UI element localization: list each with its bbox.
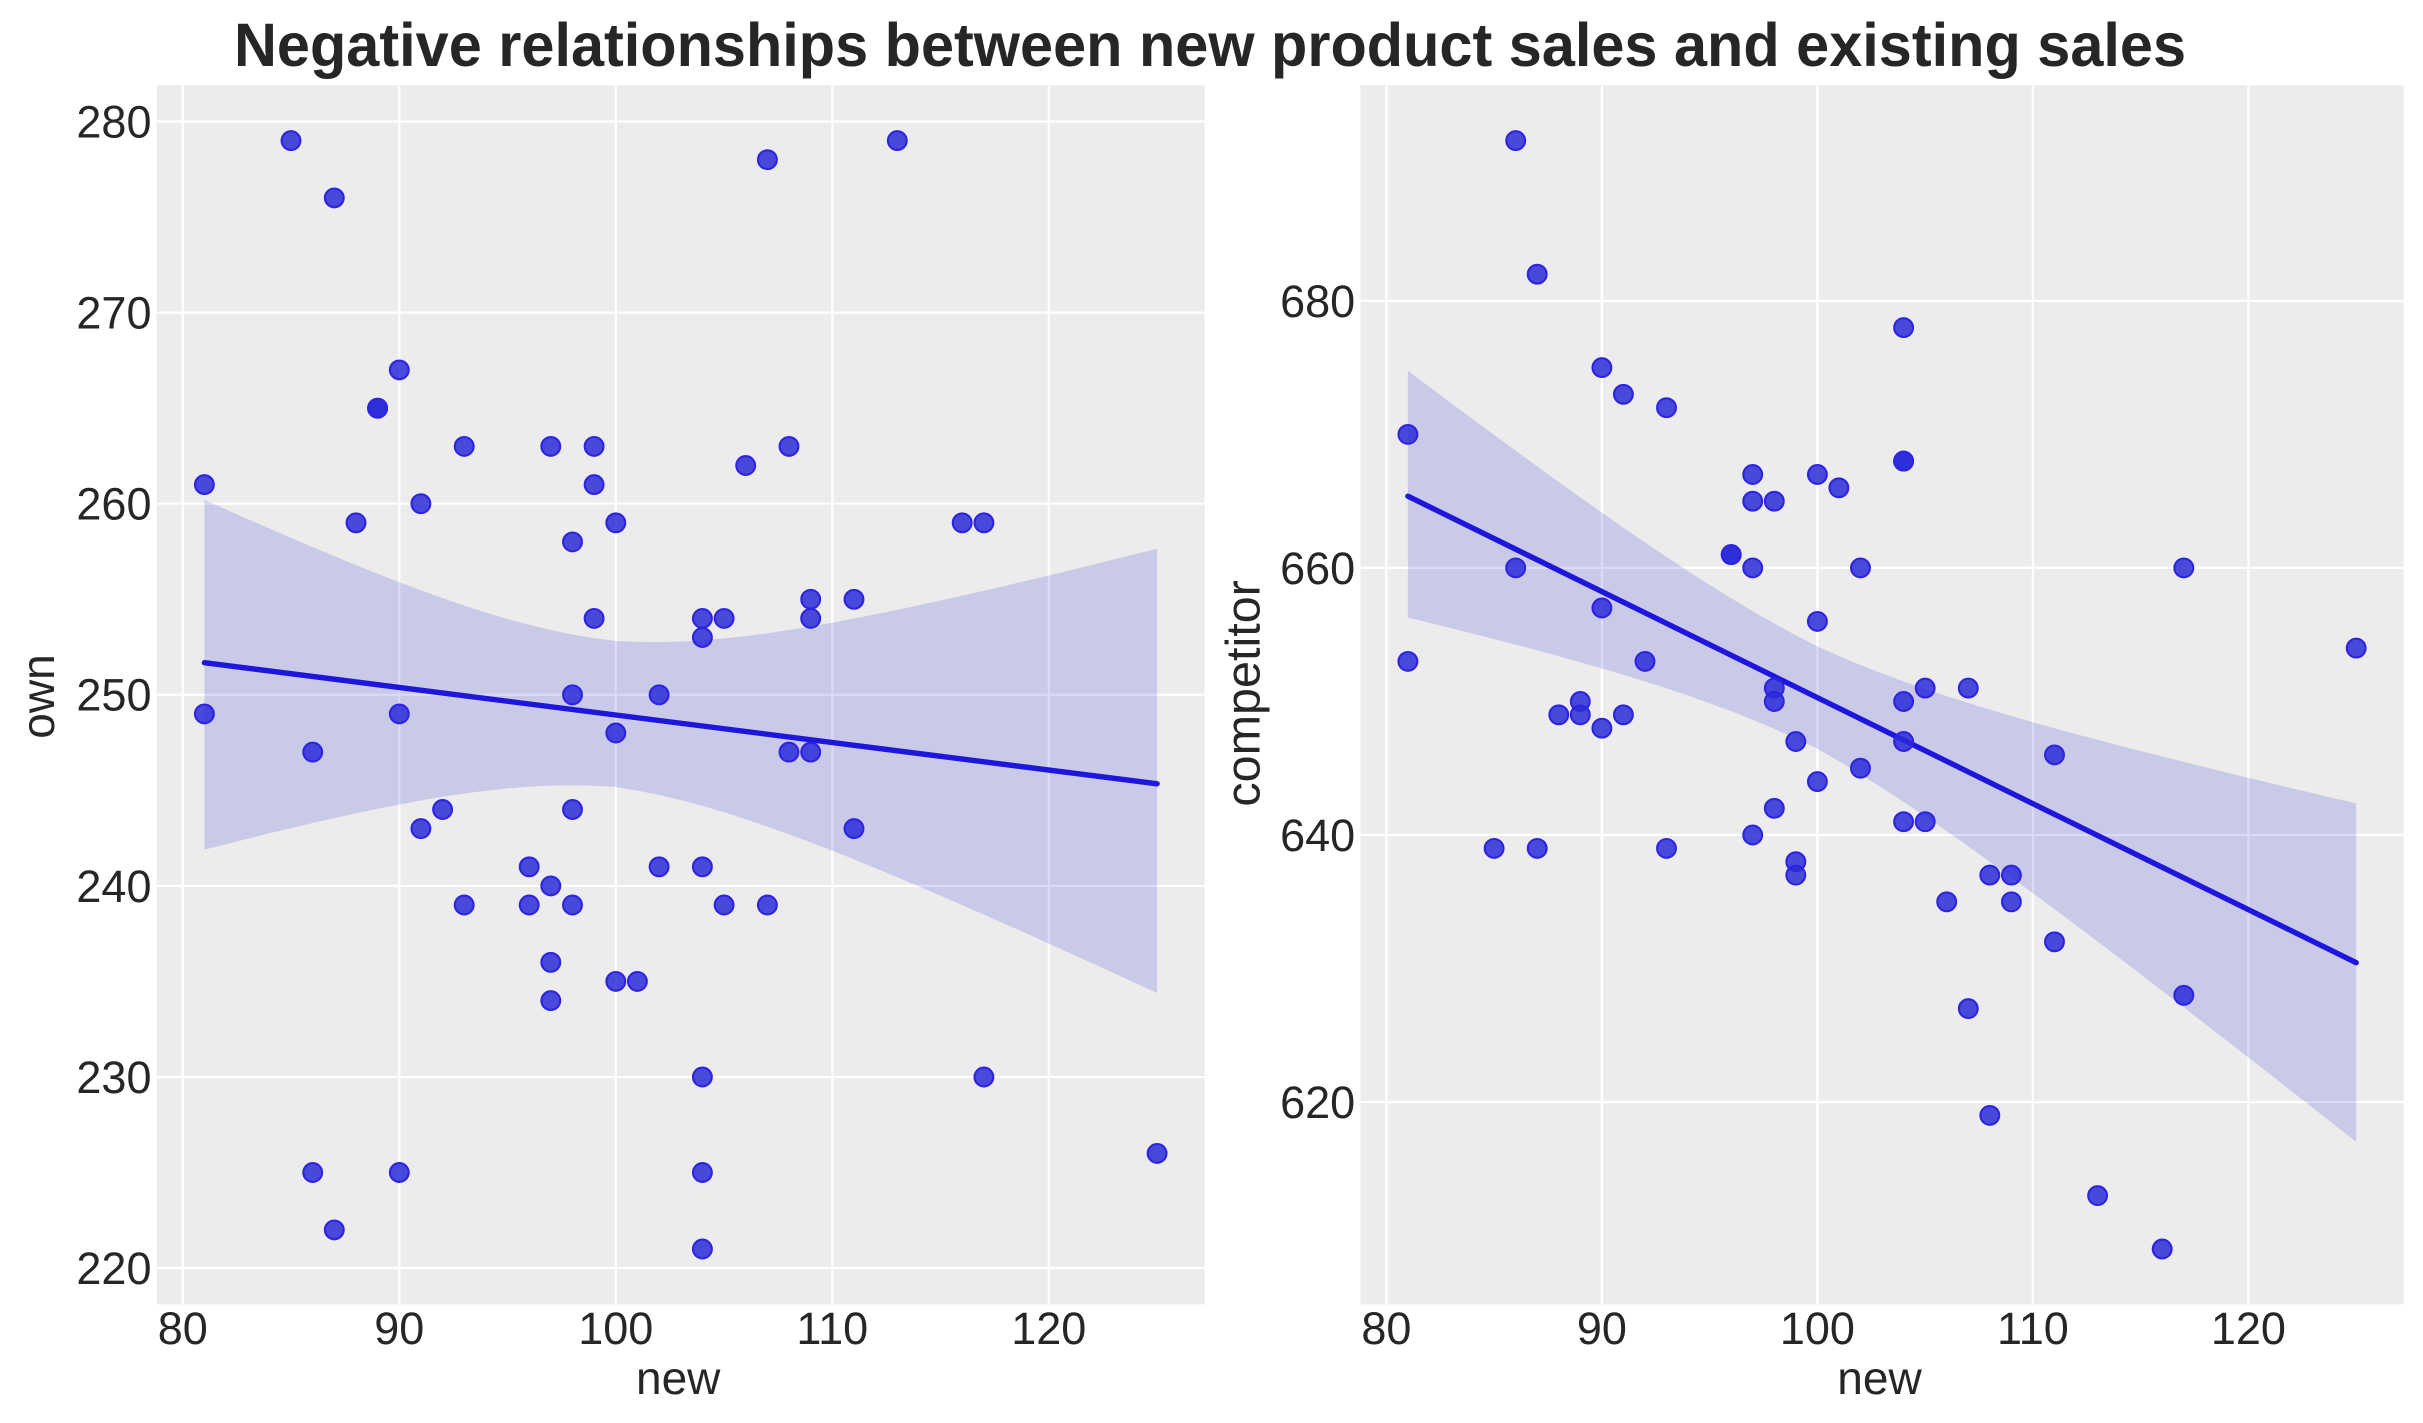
svg-text:280: 280 <box>76 96 151 147</box>
svg-text:120: 120 <box>1011 1303 1086 1354</box>
svg-text:250: 250 <box>76 670 151 721</box>
svg-text:680: 680 <box>1280 276 1355 327</box>
svg-text:Negative relationships between: Negative relationships between new produ… <box>234 11 2186 79</box>
svg-text:110: 110 <box>1997 1303 2069 1354</box>
svg-text:110: 110 <box>796 1303 868 1354</box>
svg-text:100: 100 <box>1780 1303 1855 1354</box>
svg-text:660: 660 <box>1280 543 1355 594</box>
svg-text:new: new <box>636 1352 721 1404</box>
svg-text:80: 80 <box>1361 1303 1411 1354</box>
svg-text:640: 640 <box>1280 810 1355 861</box>
svg-text:competitor: competitor <box>1217 580 1271 806</box>
svg-text:80: 80 <box>158 1303 208 1354</box>
svg-text:own: own <box>12 654 64 738</box>
svg-text:90: 90 <box>1577 1303 1627 1354</box>
svg-text:240: 240 <box>76 861 151 912</box>
svg-text:260: 260 <box>76 479 151 530</box>
svg-text:120: 120 <box>2211 1303 2286 1354</box>
svg-text:100: 100 <box>578 1303 653 1354</box>
svg-text:270: 270 <box>76 288 151 339</box>
svg-text:230: 230 <box>76 1052 151 1103</box>
svg-text:90: 90 <box>374 1303 424 1354</box>
svg-text:620: 620 <box>1280 1077 1355 1128</box>
svg-text:220: 220 <box>76 1243 151 1294</box>
svg-text:new: new <box>1837 1352 1922 1404</box>
